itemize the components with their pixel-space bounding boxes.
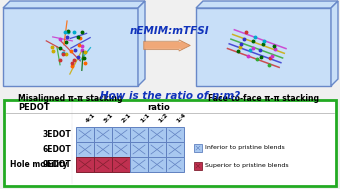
- Text: How is the ratio of n:m?: How is the ratio of n:m?: [100, 91, 240, 101]
- Bar: [194, 162, 202, 170]
- Text: 3:1: 3:1: [103, 112, 115, 124]
- Text: Inferior to pristine blends: Inferior to pristine blends: [205, 146, 285, 150]
- Bar: [166, 127, 184, 142]
- Polygon shape: [3, 1, 145, 8]
- Text: Hole mobility: Hole mobility: [10, 160, 68, 169]
- Bar: [94, 157, 112, 172]
- Text: PEDOT: PEDOT: [18, 102, 50, 112]
- Bar: [76, 142, 94, 157]
- Bar: [94, 142, 112, 157]
- Text: Superior to pristine blends: Superior to pristine blends: [205, 163, 289, 169]
- Text: 2:1: 2:1: [121, 112, 133, 124]
- Bar: [76, 127, 94, 142]
- Text: 6EDOT: 6EDOT: [42, 145, 71, 154]
- Bar: [130, 127, 148, 142]
- Bar: [112, 142, 130, 157]
- Bar: [196, 8, 331, 86]
- Bar: [112, 127, 130, 142]
- Polygon shape: [196, 1, 338, 8]
- Bar: [94, 127, 112, 142]
- Polygon shape: [331, 1, 338, 86]
- Bar: [3, 8, 138, 86]
- Bar: [130, 142, 148, 157]
- Text: 3EDOT: 3EDOT: [42, 130, 71, 139]
- Text: 1:2: 1:2: [157, 112, 169, 124]
- FancyArrowPatch shape: [144, 41, 190, 50]
- Text: 1:1: 1:1: [139, 112, 151, 124]
- Text: ratio: ratio: [148, 102, 170, 112]
- Bar: [148, 142, 166, 157]
- Text: nEMIM:mTFSI: nEMIM:mTFSI: [129, 26, 209, 36]
- Bar: [148, 127, 166, 142]
- Bar: [4, 100, 336, 186]
- Bar: [112, 157, 130, 172]
- Bar: [166, 142, 184, 157]
- Bar: [194, 144, 202, 152]
- Text: Face-to-face π-π stacking: Face-to-face π-π stacking: [208, 94, 319, 103]
- Text: 1:4: 1:4: [175, 112, 187, 124]
- Text: 9EDOT: 9EDOT: [42, 160, 71, 169]
- Text: Misaligned π-π stacking: Misaligned π-π stacking: [18, 94, 123, 103]
- Bar: [130, 157, 148, 172]
- Text: 4:1: 4:1: [85, 112, 97, 124]
- Polygon shape: [138, 1, 145, 86]
- Bar: [148, 157, 166, 172]
- Bar: [166, 157, 184, 172]
- Bar: [76, 157, 94, 172]
